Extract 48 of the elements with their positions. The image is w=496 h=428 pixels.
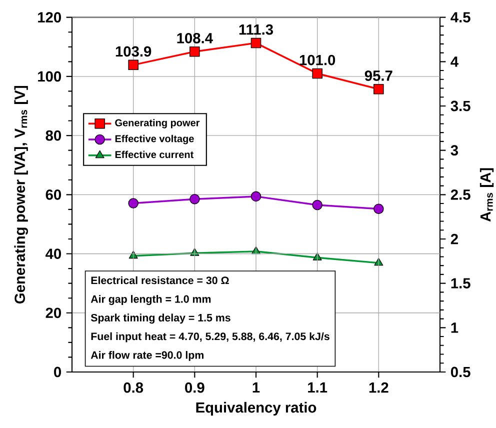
point [374, 204, 384, 214]
y-tick-label: 20 [46, 308, 61, 318]
annotation: Air flow rate =90.0 lpm [90, 350, 204, 361]
point [312, 252, 322, 260]
data-label: 111.3 [239, 24, 274, 35]
y2-tick-label: 4 [450, 56, 458, 67]
point [128, 198, 138, 208]
y-axis-title: Generating power [VA], V$_{rms}$ [V] [14, 86, 28, 304]
y-tick-label: 0 [54, 366, 61, 378]
y2-tick-label: 1.5 [451, 278, 470, 288]
y-tick-label: 80 [46, 130, 61, 141]
y2-tick-label: 0.5 [450, 366, 470, 378]
data-label: 95.7 [364, 70, 392, 81]
legend-label: Effective voltage [115, 134, 194, 144]
annotation: Fuel input heat = 4.70, 5.29, 5.88, 6.46, 7.05 kJ/s [91, 332, 330, 342]
point [250, 38, 262, 48]
point [250, 191, 262, 202]
point [312, 68, 322, 79]
point [312, 200, 322, 210]
y2-tick-label: 2.5 [450, 189, 470, 200]
annotation: Spark timing delay = 1.5 ms [90, 314, 230, 324]
annotation: Electrical resistance = 30 Ω [91, 276, 229, 284]
x-tick-label: 0.9 [185, 382, 204, 393]
x-axis-title: Equivalency ratio [196, 402, 316, 416]
point [374, 84, 384, 94]
y-tick-label: 40 [46, 248, 61, 259]
legend-label: Generating power [115, 118, 200, 128]
x-tick-label: 1.2 [369, 382, 388, 393]
y-tick-label: 120 [38, 12, 61, 23]
point [128, 60, 138, 70]
y2-tick-label: 1 [451, 322, 458, 333]
data-label: 108.4 [177, 32, 213, 44]
y2-tick-label: 2 [450, 234, 458, 244]
data-label: 101.0 [300, 54, 336, 66]
y2-tick-label: 4.5 [450, 12, 470, 22]
x-tick-label: 0.8 [124, 382, 144, 393]
annotation: Air gap length = 1.0 mm [90, 294, 211, 305]
x-tick-label: 1.1 [308, 382, 328, 392]
y2-tick-label: 3 [450, 145, 458, 156]
y-tick-label: 100 [38, 71, 61, 82]
data-label: 103.9 [116, 46, 152, 57]
y2-axis-title: A$_{rms}$ [A] [480, 168, 494, 222]
legend-label: Effective current [115, 150, 194, 158]
y-tick-label: 60 [46, 189, 61, 200]
point [190, 46, 200, 57]
y2-tick-label: 3.5 [450, 100, 470, 112]
x-tick-label: 1 [252, 382, 260, 392]
point [190, 194, 200, 204]
